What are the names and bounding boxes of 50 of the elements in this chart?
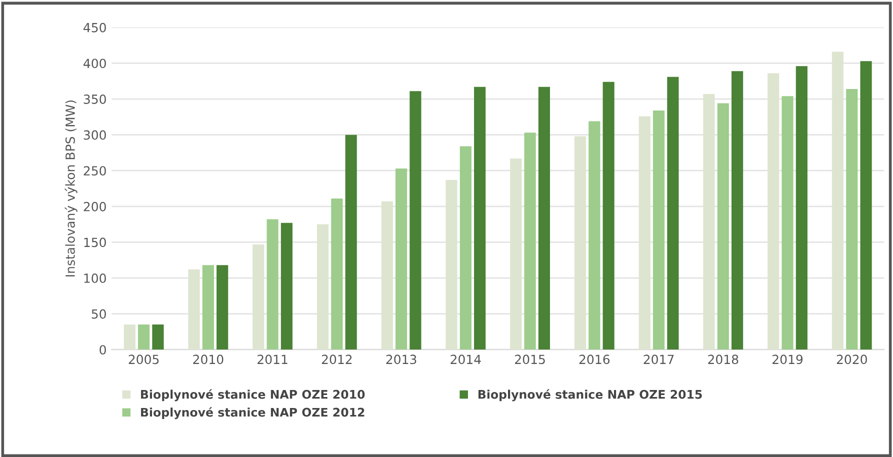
bar <box>345 134 357 350</box>
y-tick-label: 450 <box>84 22 106 32</box>
x-tick-label: 2005 <box>128 354 159 364</box>
y-axis-title: Instalovaný výkon BPS (MW) <box>64 100 78 276</box>
bar <box>216 265 228 350</box>
x-tick-label: 2010 <box>193 354 224 364</box>
x-tick-label: 2019 <box>772 354 803 364</box>
bar <box>202 265 214 350</box>
x-tick-label: 2015 <box>515 354 545 364</box>
x-tick-label: 2014 <box>450 354 481 364</box>
legend-label: Bioplynové stanice NAP OZE 2015 <box>478 389 702 402</box>
bar <box>410 91 422 350</box>
bar <box>667 76 679 350</box>
bar <box>266 219 278 350</box>
bar <box>152 324 164 350</box>
y-tick-label: 0 <box>100 345 106 355</box>
bar <box>396 168 408 350</box>
x-tick-label: 2013 <box>386 354 416 364</box>
y-tick-label: 350 <box>84 94 106 104</box>
y-tick-label: 50 <box>92 309 106 319</box>
legend-label: Bioplynové stanice NAP OZE 2012 <box>141 407 364 420</box>
bar <box>474 86 486 350</box>
x-tick-label: 2017 <box>644 354 674 364</box>
bar <box>732 71 744 350</box>
bar <box>846 88 858 350</box>
bar <box>331 198 343 350</box>
bar <box>717 103 729 350</box>
bar <box>782 96 794 350</box>
x-tick-label: 2020 <box>836 354 867 364</box>
legend-label: Bioplynové stanice NAP OZE 2010 <box>141 389 365 402</box>
bar <box>460 146 472 350</box>
x-tick-label: 2012 <box>322 354 352 364</box>
x-tick-label: 2011 <box>258 354 288 364</box>
bar <box>538 86 550 350</box>
bar <box>588 121 600 350</box>
y-tick-label: 250 <box>84 166 106 176</box>
bar <box>860 61 872 350</box>
bar <box>796 66 808 350</box>
bar <box>138 324 150 350</box>
y-tick-label: 300 <box>84 130 106 140</box>
bar <box>524 132 536 350</box>
y-tick-label: 400 <box>84 58 106 68</box>
bar <box>652 110 665 350</box>
bar <box>280 222 293 350</box>
y-tick-label: 100 <box>84 273 106 283</box>
x-tick-label: 2018 <box>708 354 738 364</box>
y-tick-label: 150 <box>84 238 106 248</box>
bar <box>602 82 614 350</box>
x-tick-label: 2016 <box>579 354 610 364</box>
y-tick-label: 200 <box>84 202 106 212</box>
